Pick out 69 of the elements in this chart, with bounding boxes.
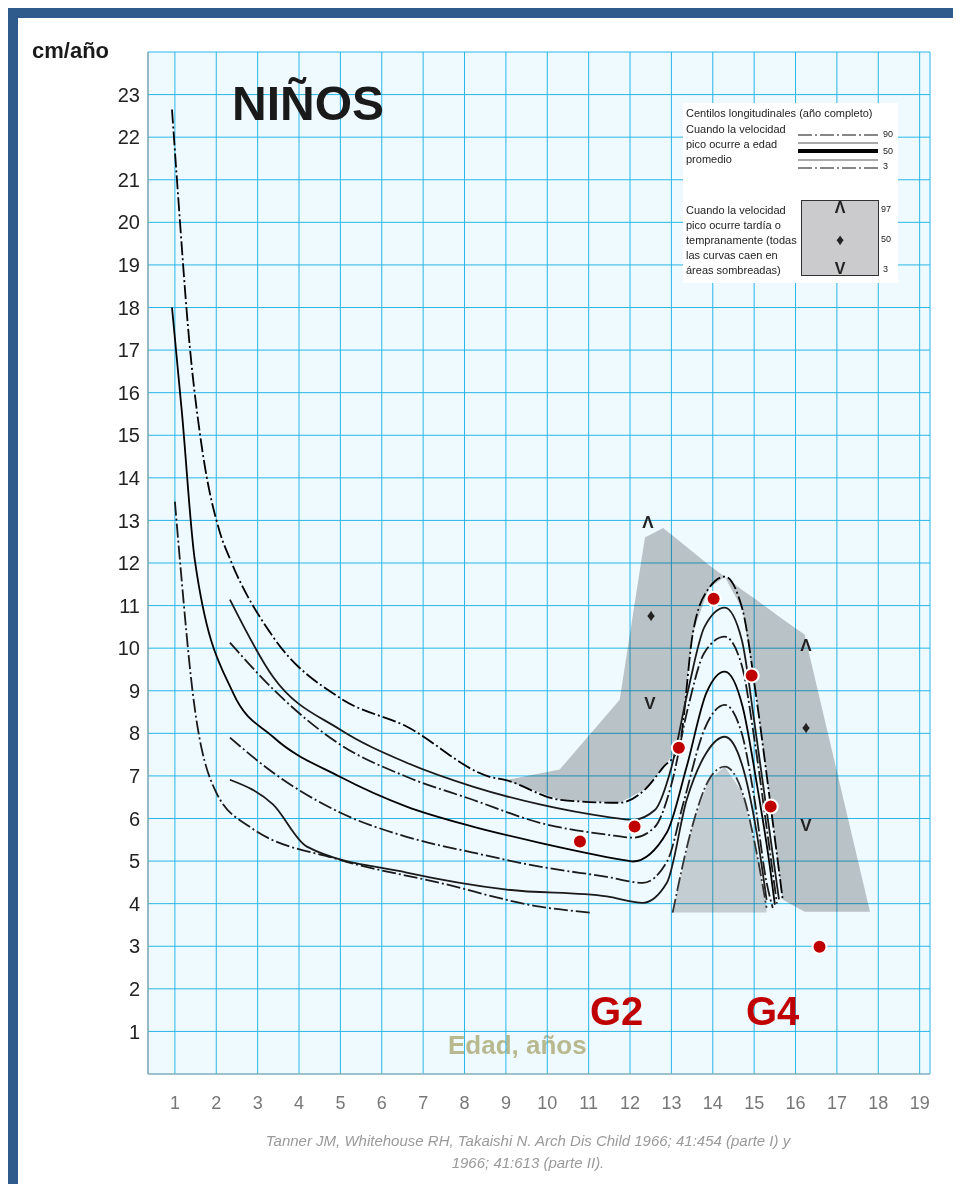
y-tick-label: 2 — [128, 977, 140, 1000]
x-tick-label: 15 — [744, 1092, 765, 1113]
text: Tanner JM, Whitehouse RH, Takaishi N. Arch Dis Child 1966; 41:454 (parte I) y 1966; 41:613 (parte II). — [264, 1131, 792, 1173]
y-tick-label: 14 — [117, 466, 140, 489]
x-tick-label: 10 — [537, 1092, 558, 1113]
x-tick-label: 12 — [620, 1092, 641, 1113]
annotation: 3 — [883, 264, 889, 274]
annotation: G2 — [590, 988, 644, 1034]
y-tick-label: 5 — [128, 850, 140, 873]
y-tick-label: 23 — [117, 83, 140, 106]
line-series — [171, 306, 776, 906]
annotation: 50 — [881, 234, 892, 244]
point — [743, 667, 760, 684]
x-tick-label: 11 — [579, 1092, 598, 1113]
point — [626, 818, 643, 835]
annotation: 50 — [883, 146, 894, 156]
x-tick-label: 7 — [418, 1092, 429, 1113]
annotation: 90 — [883, 129, 894, 139]
y-tick-label: 13 — [117, 509, 140, 532]
y-tick-label: 15 — [117, 424, 140, 447]
y-tick-label: 1 — [128, 1020, 140, 1043]
x-tick-label: 14 — [702, 1092, 723, 1113]
x-tick-label: 19 — [909, 1092, 930, 1113]
y-tick-label: 10 — [117, 637, 140, 660]
y-tick-label: 21 — [117, 168, 140, 191]
x-tick-label: 1 — [169, 1092, 180, 1113]
x-tick-label: 16 — [785, 1092, 806, 1113]
annotation: V — [643, 694, 657, 714]
x-tick-label: 2 — [211, 1092, 222, 1113]
x-tick-label: 9 — [500, 1092, 511, 1113]
annotation: Cuando la velocidad pico ocurre tardía o tempranamente (todas las curvas caen en áreas sombreadas) — [686, 203, 798, 278]
y-tick-label: 3 — [128, 935, 140, 958]
annotation: ♦ — [834, 231, 846, 249]
y-tick-label: 6 — [128, 807, 140, 830]
annotation: ♦ — [800, 718, 812, 738]
x-tick-label: 4 — [294, 1092, 305, 1113]
x-tick-label: 17 — [826, 1092, 847, 1113]
y-tick-label: 19 — [117, 254, 140, 277]
annotation: V — [833, 260, 847, 278]
x-tick-label: 6 — [376, 1092, 387, 1113]
y-tick-label: 12 — [117, 552, 140, 575]
y-tick-label: 11 — [119, 594, 140, 617]
point — [762, 798, 779, 815]
y-tick-label: 8 — [128, 722, 140, 745]
y-axis-title: cm/año — [32, 38, 110, 64]
point — [811, 938, 828, 955]
annotation: V — [799, 816, 813, 836]
x-tick-label: 18 — [868, 1092, 889, 1113]
x-tick-label: 3 — [252, 1092, 263, 1113]
annotation: Λ — [833, 199, 847, 217]
y-tick-label: 18 — [117, 296, 140, 319]
annotation: 97 — [881, 204, 892, 214]
x-tick-label: 8 — [459, 1092, 470, 1113]
y-tick-label: 9 — [128, 679, 140, 702]
annotation: 3 — [883, 161, 889, 171]
annotation: ♦ — [645, 606, 657, 626]
x-tick-label: 13 — [661, 1092, 682, 1113]
point — [705, 590, 722, 607]
point — [571, 833, 588, 850]
y-tick-label: 17 — [117, 339, 140, 362]
y-tick-label: 4 — [128, 892, 140, 915]
y-tick-label: 22 — [117, 126, 140, 149]
y-tick-label: 16 — [117, 381, 140, 404]
point — [670, 739, 687, 756]
annotation: Centilos longitudinales (año completo) — [686, 107, 874, 120]
x-tick-label: 5 — [335, 1092, 346, 1113]
y-tick-label: 7 — [128, 765, 140, 788]
annotation: Cuando la velocidad pico ocurre a edad promedio — [686, 122, 787, 167]
y-tick-label: 20 — [117, 211, 140, 234]
